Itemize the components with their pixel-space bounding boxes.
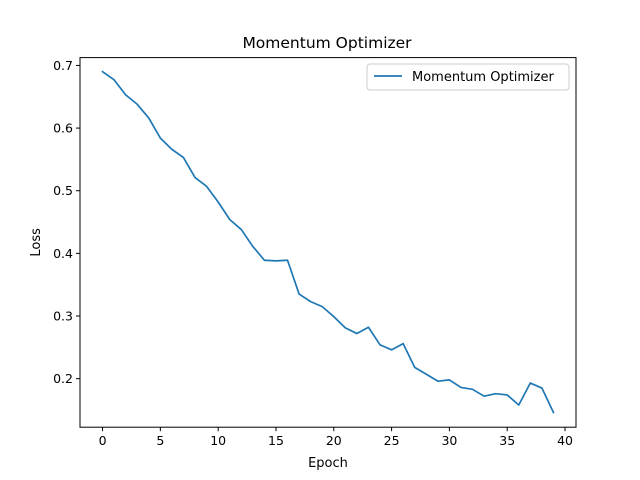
x-axis: 0 5 10 15 20 25 30 35 40 <box>99 427 573 448</box>
x-tick-label: 15 <box>268 433 284 448</box>
x-tick-label: 30 <box>441 433 457 448</box>
legend-label: Momentum Optimizer <box>412 70 554 85</box>
x-axis-label: Epoch <box>308 456 348 471</box>
y-axis-label: Loss <box>29 228 44 257</box>
y-axis: 0.2 0.3 0.4 0.5 0.6 0.7 <box>53 58 80 386</box>
plot-area-frame <box>79 57 577 428</box>
x-tick-label: 20 <box>326 433 342 448</box>
y-tick-label: 0.4 <box>53 246 73 261</box>
series-line <box>101 70 555 414</box>
x-tick-label: 25 <box>384 433 400 448</box>
x-tick-label: 35 <box>499 433 515 448</box>
x-tick-label: 40 <box>557 433 573 448</box>
y-tick-label: 0.2 <box>53 371 73 386</box>
y-tick-label: 0.6 <box>53 121 73 136</box>
legend-box <box>366 63 570 91</box>
y-tick-label: 0.5 <box>53 183 73 198</box>
x-tick-label: 5 <box>156 433 164 448</box>
y-tick-label: 0.3 <box>53 309 73 324</box>
x-tick-label: 10 <box>210 433 226 448</box>
y-tick-label: 0.7 <box>53 58 73 73</box>
legend: Momentum Optimizer <box>366 63 570 91</box>
series-layer <box>101 70 555 414</box>
chart-title: Momentum Optimizer <box>242 34 412 52</box>
x-tick-label: 0 <box>99 433 107 448</box>
